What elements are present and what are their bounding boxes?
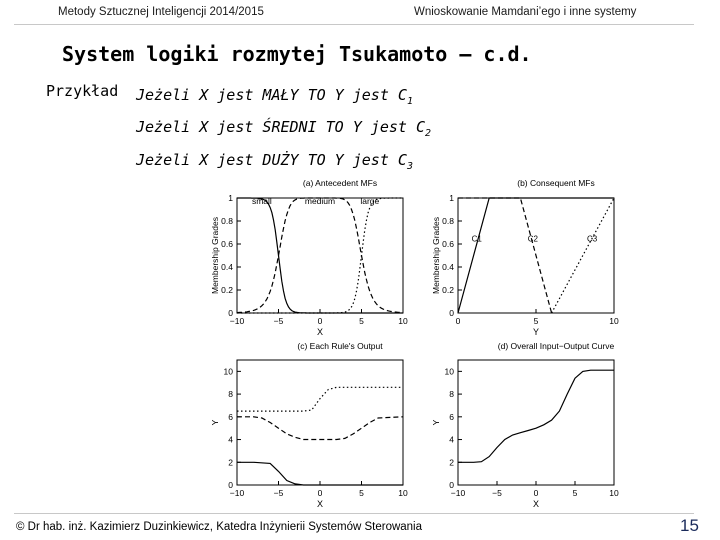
- chart-c-xlabel: X: [317, 499, 323, 509]
- chart-d-xtick-label: 10: [609, 488, 619, 498]
- chart-c-ytick-label: 4: [228, 435, 233, 445]
- footer-divider: [14, 513, 694, 514]
- chart-d-title: (d) Overall Input−Output Curve: [498, 341, 615, 351]
- chart-b-ytick-label: 0.8: [442, 216, 454, 226]
- header-course-title: Metody Sztucznej Inteligencji 2014/2015: [58, 6, 264, 18]
- chart-c-ytick-label: 0: [228, 480, 233, 490]
- chart-b-xtick-label: 5: [534, 316, 539, 326]
- chart-a-title: (a) Antecedent MFs: [303, 178, 377, 188]
- chart-b-series-c2: [458, 197, 553, 314]
- chart-d-ytick-label: 2: [449, 457, 454, 467]
- example-label: Przykład: [46, 82, 119, 100]
- chart-c-xtick-label: −10: [230, 488, 245, 498]
- chart-d-ytick-label: 8: [449, 389, 454, 399]
- slide-title: System logiki rozmytej Tsukamoto – c.d.: [62, 42, 532, 66]
- fuzzy-rule-1-text: Jeżeli X jest MAŁY TO Y jest C: [136, 86, 407, 104]
- chart-d-xtick-label: −5: [492, 488, 502, 498]
- chart-d-ytick-label: 10: [445, 366, 455, 376]
- chart-b-ytick-label: 0.6: [442, 239, 454, 249]
- chart-a-xtick-label: 10: [398, 316, 408, 326]
- chart-b-xtick-label: 0: [456, 316, 461, 326]
- chart-a-legend-small: small: [252, 196, 272, 206]
- chart-c-xtick-label: 10: [398, 488, 408, 498]
- chart-c-ytick-label: 6: [228, 412, 233, 422]
- chart-a-ytick-label: 1: [228, 193, 233, 203]
- chart-c-series-rule-1: [237, 461, 403, 486]
- chart-d-ylabel: Y: [431, 419, 441, 425]
- chart-d-ytick-label: 0: [449, 480, 454, 490]
- chart-d-plot-frame: [457, 359, 615, 486]
- chart-a-ytick-label: 0.8: [221, 216, 233, 226]
- chart-a-plot-frame: [236, 197, 404, 314]
- chart-a-legend-medium: medium: [305, 196, 335, 206]
- chart-c-xtick-label: 0: [318, 488, 323, 498]
- chart-b-label-c3: C3: [587, 235, 598, 244]
- chart-b-ytick-label: 0: [449, 308, 454, 318]
- chart-a-ytick-label: 0: [228, 308, 233, 318]
- chart-a-xtick-label: −5: [274, 316, 284, 326]
- fuzzy-rule-1-sub: 1: [406, 96, 413, 107]
- chart-b-series-c3: [551, 197, 615, 314]
- fuzzy-rule-2-sub: 2: [424, 128, 432, 139]
- chart-a-series-medium: [236, 197, 404, 314]
- chart-a-series-small: [237, 197, 403, 314]
- chart-a-ytick-label: 0.2: [221, 285, 233, 295]
- chart-b-ytick-label: 0.4: [442, 262, 454, 272]
- chart-d-xtick-label: 5: [573, 488, 578, 498]
- chart-c-xtick-label: 5: [359, 488, 364, 498]
- chart-a-xtick-label: −10: [230, 316, 245, 326]
- chart-a-xlabel: X: [317, 327, 323, 337]
- chart-d-ytick-label: 4: [449, 435, 454, 445]
- chart-b-xlabel: Y: [533, 327, 539, 337]
- chart-a-ytick-label: 0.4: [221, 262, 233, 272]
- chart-d-xtick-label: 0: [534, 488, 539, 498]
- chart-c-ytick-label: 8: [228, 389, 233, 399]
- chart-a-ytick-label: 0.6: [221, 239, 233, 249]
- chart-b-label-c2: C2: [528, 235, 539, 244]
- chart-a-ylabel: Membership Grades: [210, 217, 220, 294]
- chart-c-plot-frame: [236, 359, 404, 486]
- chart-d-ytick-label: 6: [449, 412, 454, 422]
- footer-author: © Dr hab. inż. Kazimierz Duzinkiewicz, K…: [16, 521, 423, 533]
- chart-b-label-c1: C1: [472, 235, 483, 244]
- chart-b-series-c1: [457, 197, 614, 314]
- header-divider: [14, 24, 694, 25]
- chart-a-xtick-label: 0: [318, 316, 323, 326]
- chart-b-ytick-label: 1: [449, 193, 454, 203]
- chart-c-ylabel: Y: [210, 419, 220, 425]
- chart-d-xlabel: X: [533, 499, 539, 509]
- fuzzy-rule-2-text: Jeżeli X jest ŚREDNI TO Y jest C: [136, 118, 425, 136]
- chart-b-ytick-label: 0.2: [442, 285, 454, 295]
- chart-d-series-overall: [458, 369, 614, 463]
- fuzzy-rule-3-sub: 3: [406, 161, 413, 172]
- chart-a-xtick-label: 5: [359, 316, 364, 326]
- chart-c-ytick-label: 10: [224, 366, 234, 376]
- header-section-title: Wnioskowanie Mamdani’ego i inne systemy: [414, 6, 637, 18]
- chart-c-title: (c) Each Rule's Output: [297, 341, 383, 351]
- chart-b-xtick-label: 10: [609, 316, 619, 326]
- chart-a-legend-large: large: [360, 196, 379, 206]
- chart-c-series-rule-3: [237, 386, 403, 412]
- chart-c-series-rule-2: [237, 416, 404, 441]
- fuzzy-rule-3: Jeżeli X jest DUŻY TO Y jest C3: [136, 151, 413, 172]
- page-number: 15: [680, 516, 699, 535]
- chart-b-ylabel: Membership Grades: [431, 217, 441, 294]
- chart-c-ytick-label: 2: [228, 457, 233, 467]
- chart-d-xtick-label: −10: [451, 488, 466, 498]
- chart-c-xtick-label: −5: [274, 488, 284, 498]
- fuzzy-rule-3-text: Jeżeli X jest DUŻY TO Y jest C: [136, 151, 407, 169]
- fuzzy-rule-1: Jeżeli X jest MAŁY TO Y jest C1: [136, 86, 413, 107]
- chart-b-title: (b) Consequent MFs: [517, 178, 594, 188]
- fuzzy-rule-2: Jeżeli X jest ŚREDNI TO Y jest C2: [136, 118, 431, 139]
